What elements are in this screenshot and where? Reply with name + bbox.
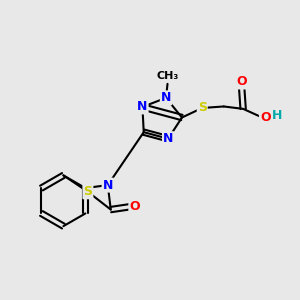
Text: H: H [272,109,282,122]
Text: N: N [161,92,171,104]
Text: S: S [198,101,207,115]
Text: N: N [137,100,148,113]
Text: CH₃: CH₃ [156,71,178,81]
Text: O: O [260,111,271,124]
Text: S: S [83,185,92,198]
Text: O: O [129,200,140,213]
Text: N: N [163,132,173,145]
Text: O: O [236,76,247,88]
Text: N: N [103,178,113,192]
